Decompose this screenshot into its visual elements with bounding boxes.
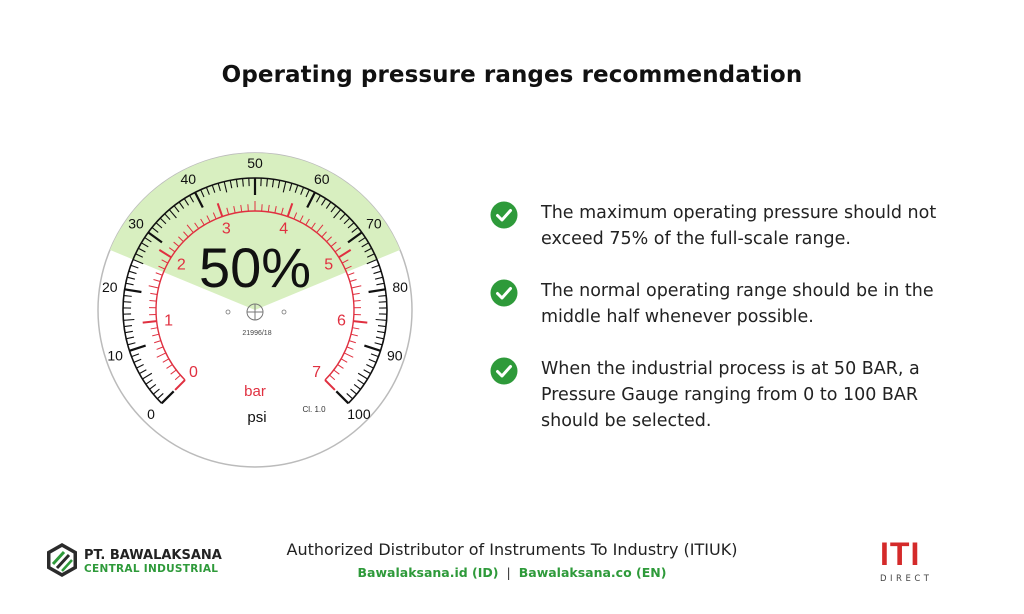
outer-scale-label: 70 (366, 216, 382, 232)
outer-scale-label: 50 (247, 155, 263, 171)
recommended-zone (109, 152, 401, 310)
inner-scale-label: 3 (222, 220, 231, 237)
iti-logo-sub: DIRECT (880, 574, 933, 584)
gauge-percent-label: 50% (199, 236, 311, 299)
gauge-accuracy-class: Cl. 1.0 (302, 405, 326, 414)
gauge-unit-psi: psi (247, 409, 266, 426)
inner-scale-label: 0 (189, 364, 198, 381)
iti-direct-brand: ITI DIRECT (880, 538, 936, 586)
inner-scale-labels: 0 1 2 3 4 5 6 7 (164, 220, 346, 381)
outer-scale-label: 20 (102, 279, 118, 295)
list-item: The maximum operating pressure should no… (490, 200, 960, 252)
recommendation-list: The maximum operating pressure should no… (490, 200, 960, 460)
bawalaksana-logo-icon (47, 543, 77, 577)
check-circle-icon (490, 357, 518, 385)
link-en[interactable]: Bawalaksana.co (EN) (518, 565, 667, 580)
footer-links: Bawalaksana.id (ID) | Bawalaksana.co (EN) (262, 565, 762, 580)
iti-logo-mark: ITI (880, 536, 921, 572)
outer-scale-label: 90 (387, 347, 403, 363)
outer-scale-label: 10 (107, 347, 123, 363)
list-item: When the industrial process is at 50 BAR… (490, 356, 960, 434)
gauge-serial: 21996/18 (242, 330, 271, 337)
page-title: Operating pressure ranges recommendation (221, 62, 803, 88)
check-circle-icon (490, 201, 518, 229)
inner-scale-label: 1 (164, 312, 173, 329)
pressure-gauge: 0 10 20 30 40 50 60 70 80 90 100 0 1 2 3 4 5 6 7 50% 2199… (97, 152, 413, 468)
inner-scale-label: 7 (312, 364, 321, 381)
outer-scale-label: 40 (180, 171, 196, 187)
outer-scale-label: 0 (147, 406, 155, 422)
list-item-text: The maximum operating pressure should no… (541, 203, 937, 249)
inner-scale-label: 5 (324, 256, 333, 273)
list-item-text: When the industrial process is at 50 BAR… (541, 359, 920, 431)
inner-scale-label: 6 (337, 312, 346, 329)
list-item-text: The normal operating range should be in … (541, 281, 934, 327)
outer-scale-label: 100 (347, 406, 371, 422)
brand-name: PT. BAWALAKSANA (84, 548, 222, 563)
footer-separator: | (506, 565, 511, 580)
inner-scale-label: 2 (177, 256, 186, 273)
outer-scale-label: 60 (314, 171, 330, 187)
check-circle-icon (490, 279, 518, 307)
brand-subname: CENTRAL INDUSTRIAL (84, 563, 219, 575)
footer-tagline: Authorized Distributor of Instruments To… (286, 540, 738, 559)
outer-scale-label: 30 (128, 216, 144, 232)
footer: Authorized Distributor of Instruments To… (262, 540, 762, 580)
list-item: The normal operating range should be in … (490, 278, 960, 330)
gauge-center-screw (225, 303, 287, 321)
gauge-unit-bar: bar (244, 383, 266, 400)
bawalaksana-brand: PT. BAWALAKSANA CENTRAL INDUSTRIAL (44, 540, 222, 580)
gauge-ticks (122, 177, 388, 405)
link-id[interactable]: Bawalaksana.id (ID) (357, 565, 499, 580)
outer-scale-label: 80 (392, 279, 408, 295)
inner-scale-label: 4 (279, 220, 288, 237)
